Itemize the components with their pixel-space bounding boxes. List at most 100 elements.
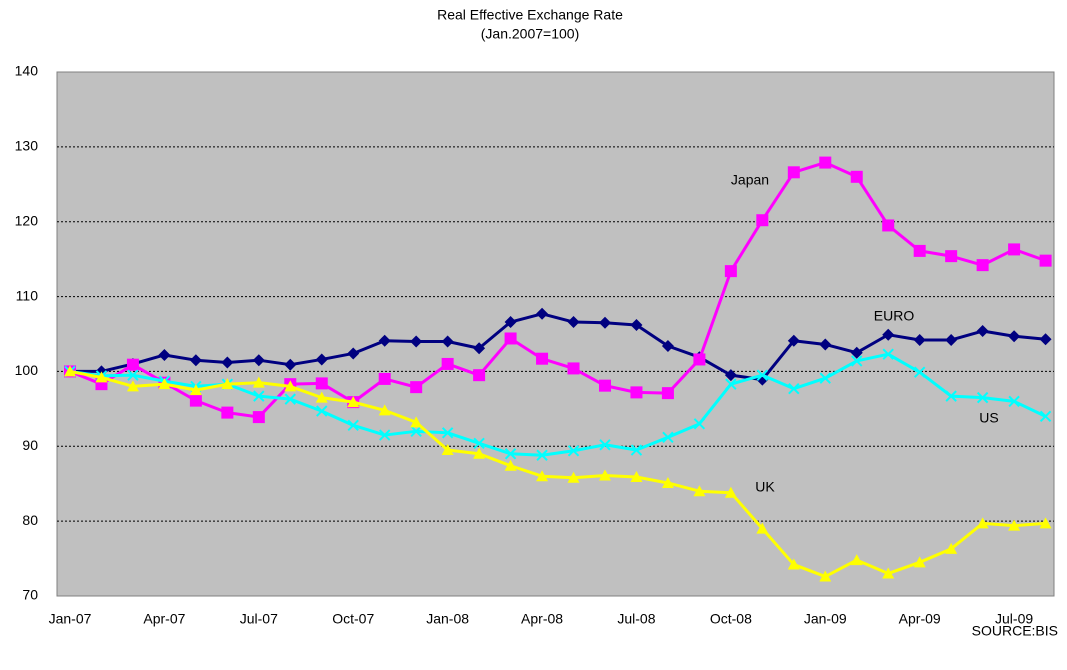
data-point <box>473 342 486 355</box>
data-point <box>504 459 517 471</box>
data-point <box>788 382 800 395</box>
x-tick-label: Apr-08 <box>521 611 563 627</box>
data-point <box>64 365 76 377</box>
series-line <box>69 352 1047 457</box>
data-point <box>851 355 863 367</box>
data-point <box>724 369 737 382</box>
data-point <box>284 358 297 371</box>
data-point <box>473 437 485 449</box>
series-label: Japan <box>731 172 769 188</box>
data-point <box>661 387 674 400</box>
data-point <box>315 353 328 366</box>
data-point <box>315 377 328 390</box>
data-point <box>819 372 831 384</box>
data-point <box>945 542 958 554</box>
data-point <box>221 356 234 369</box>
source-note: SOURCE:BIS <box>972 623 1058 639</box>
data-point <box>882 219 895 232</box>
y-tick-label: 90 <box>22 437 38 453</box>
data-point <box>850 554 863 566</box>
data-point <box>725 378 737 390</box>
x-tick-label: Apr-09 <box>899 611 941 627</box>
data-point <box>599 439 611 451</box>
y-tick-label: 130 <box>15 138 39 154</box>
data-point <box>819 156 832 169</box>
data-point <box>598 316 611 329</box>
data-point <box>347 396 360 408</box>
data-point <box>756 369 769 381</box>
data-point <box>598 469 611 481</box>
data-point <box>882 328 895 341</box>
data-point <box>126 380 139 392</box>
data-point <box>630 386 643 399</box>
data-point <box>630 444 643 456</box>
data-point <box>913 333 926 346</box>
data-point <box>189 394 202 407</box>
data-point <box>410 381 423 394</box>
data-point <box>378 334 391 347</box>
y-tick-label: 110 <box>16 287 39 303</box>
data-point <box>724 265 737 278</box>
x-tick-label: Jan-08 <box>426 611 469 627</box>
data-point <box>1039 517 1052 529</box>
data-point <box>661 339 674 352</box>
data-point <box>1008 519 1021 531</box>
x-tick-label: Apr-07 <box>143 611 185 627</box>
data-point <box>882 567 895 579</box>
data-point <box>850 346 863 359</box>
data-point <box>913 244 926 257</box>
series-line <box>69 369 1046 579</box>
data-point <box>630 470 643 482</box>
data-point <box>284 380 297 392</box>
data-point <box>567 471 580 483</box>
x-tick-label: Oct-08 <box>710 611 752 627</box>
x-tick-label: Jan-09 <box>804 611 847 627</box>
data-point <box>724 486 737 498</box>
data-point <box>913 556 926 568</box>
data-point <box>850 170 863 183</box>
data-point <box>693 353 706 366</box>
data-point <box>819 338 832 351</box>
data-point <box>945 390 957 402</box>
series-label: US <box>979 410 998 426</box>
data-point <box>126 358 139 371</box>
data-point <box>536 352 549 365</box>
data-point <box>756 522 769 534</box>
data-point <box>598 379 611 392</box>
data-point <box>756 214 769 227</box>
chart-title: Real Effective Exchange Rate <box>437 7 623 23</box>
data-point <box>410 416 423 428</box>
data-point <box>567 362 580 375</box>
data-point <box>378 372 391 385</box>
data-point <box>158 378 171 390</box>
data-point <box>976 517 989 529</box>
data-point <box>347 419 359 432</box>
data-point <box>441 444 454 456</box>
data-point <box>473 447 486 459</box>
data-point <box>252 354 265 367</box>
data-point <box>158 348 171 361</box>
data-point <box>536 307 549 320</box>
data-point <box>127 369 139 381</box>
data-point <box>221 406 234 419</box>
y-tick-label: 140 <box>15 63 39 79</box>
x-tick-label: Jul-08 <box>617 611 655 627</box>
data-point <box>819 570 832 582</box>
data-point <box>536 449 548 461</box>
data-point <box>504 448 517 460</box>
chart-subtitle: (Jan.2007=100) <box>481 26 579 42</box>
data-point <box>253 390 265 402</box>
data-point <box>976 325 989 338</box>
y-tick-label: 80 <box>22 512 38 528</box>
x-tick-label: Jul-07 <box>240 611 278 627</box>
data-point <box>976 391 989 404</box>
data-point <box>221 378 234 390</box>
data-point <box>787 166 800 179</box>
data-point <box>913 366 926 378</box>
data-point <box>441 335 454 348</box>
data-point <box>976 259 989 272</box>
series-label: EURO <box>874 308 915 324</box>
data-point <box>95 371 108 383</box>
data-point <box>945 250 958 263</box>
